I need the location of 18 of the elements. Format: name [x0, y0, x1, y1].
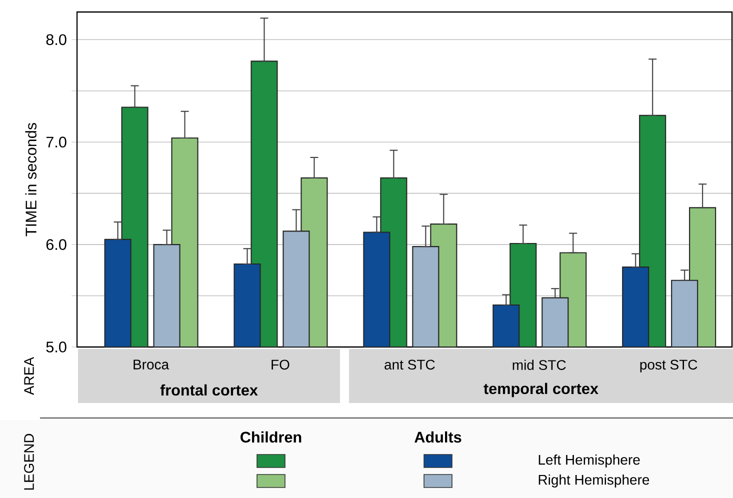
x-tick-label: ant STC [384, 360, 435, 370]
text: Left Hemisphere [538, 454, 640, 468]
y-tick-label: 7.0 [46, 136, 66, 148]
text: temporal cortex [484, 382, 598, 398]
text: AREA [24, 356, 34, 396]
text: frontal cortex [160, 384, 258, 396]
y-tick-label: 8.0 [46, 34, 66, 46]
y-tick-label: 5.0 [46, 342, 66, 352]
text: Adults [414, 431, 462, 443]
text: Right Hemisphere [538, 474, 650, 488]
y-axis-title: TIME in seconds [25, 122, 36, 236]
x-tick-label: post STC [640, 360, 698, 372]
x-tick-label: FO [272, 360, 290, 370]
y-tick-label: 6.0 [46, 239, 66, 250]
x-tick-label: Broca [134, 360, 170, 370]
text: LEGEND [24, 434, 34, 490]
text: Children [240, 431, 302, 443]
x-tick-label: mid STC [512, 360, 566, 370]
